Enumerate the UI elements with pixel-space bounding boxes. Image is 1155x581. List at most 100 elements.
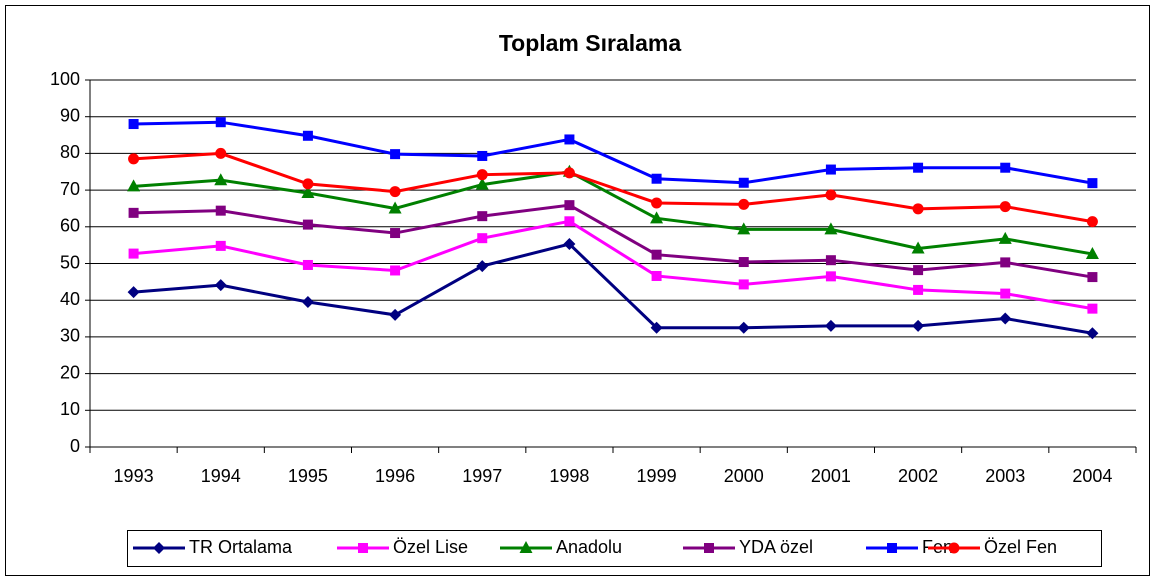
x-tick-label: 1993 xyxy=(114,466,154,486)
marker xyxy=(302,130,313,141)
marker xyxy=(999,312,1012,325)
marker xyxy=(912,319,925,332)
y-tick-label: 70 xyxy=(60,179,80,199)
marker xyxy=(999,201,1011,213)
marker xyxy=(477,211,488,222)
marker xyxy=(825,189,837,201)
series-line xyxy=(133,151,1093,224)
marker xyxy=(737,321,750,334)
marker xyxy=(704,543,714,553)
x-tick-label: 2000 xyxy=(724,466,764,486)
marker xyxy=(302,219,313,230)
marker xyxy=(998,231,1012,244)
marker xyxy=(476,169,488,181)
marker xyxy=(215,147,227,159)
legend-label: Özel Fen xyxy=(984,537,1057,557)
marker xyxy=(1087,272,1098,283)
marker xyxy=(1085,246,1099,259)
series-line xyxy=(133,219,1093,311)
marker xyxy=(476,260,489,273)
marker xyxy=(738,198,750,210)
marker xyxy=(1087,178,1098,189)
x-tick-label: 1994 xyxy=(201,466,241,486)
y-tick-label: 30 xyxy=(60,326,80,346)
marker xyxy=(737,222,751,235)
marker xyxy=(824,222,838,235)
marker xyxy=(825,164,836,175)
marker xyxy=(128,153,140,165)
marker xyxy=(477,150,488,161)
y-tick-label: 0 xyxy=(70,436,80,456)
marker xyxy=(388,201,402,214)
marker xyxy=(824,319,837,332)
x-tick-label: 2004 xyxy=(1072,466,1112,486)
series-line xyxy=(133,170,1093,256)
marker xyxy=(913,284,924,295)
marker xyxy=(215,240,226,251)
marker xyxy=(128,119,139,130)
marker xyxy=(650,211,664,224)
legend-label: YDA özel xyxy=(739,537,813,557)
marker xyxy=(651,270,662,281)
marker xyxy=(389,186,401,198)
legend-label: Anadolu xyxy=(556,537,622,557)
series-line xyxy=(133,203,1093,279)
y-tick-label: 50 xyxy=(60,252,80,272)
series-line xyxy=(133,120,1093,185)
marker xyxy=(651,249,662,260)
marker xyxy=(911,241,925,254)
marker xyxy=(651,197,663,209)
marker xyxy=(563,167,575,179)
x-tick-label: 1997 xyxy=(462,466,502,486)
marker xyxy=(389,308,402,321)
marker xyxy=(519,541,533,553)
y-tick-label: 90 xyxy=(60,105,80,125)
marker xyxy=(214,279,227,292)
marker xyxy=(390,228,401,239)
marker xyxy=(153,542,165,554)
x-tick-label: 2002 xyxy=(898,466,938,486)
marker xyxy=(128,207,139,218)
marker xyxy=(302,178,314,190)
marker xyxy=(650,321,663,334)
marker xyxy=(912,203,924,215)
x-tick-label: 1996 xyxy=(375,466,415,486)
chart-frame xyxy=(5,5,1150,576)
marker xyxy=(302,259,313,270)
y-tick-label: 40 xyxy=(60,289,80,309)
marker xyxy=(738,257,749,268)
marker xyxy=(738,177,749,188)
y-tick-label: 80 xyxy=(60,142,80,162)
marker xyxy=(127,286,140,299)
marker xyxy=(1086,327,1099,340)
marker xyxy=(215,205,226,216)
x-tick-label: 2003 xyxy=(985,466,1025,486)
y-tick-label: 60 xyxy=(60,216,80,236)
marker xyxy=(563,238,576,251)
marker xyxy=(1087,303,1098,314)
marker xyxy=(564,200,575,211)
marker xyxy=(738,279,749,290)
x-tick-label: 2001 xyxy=(811,466,851,486)
legend-label: TR Ortalama xyxy=(189,537,293,557)
marker xyxy=(651,173,662,184)
y-tick-label: 100 xyxy=(50,69,80,89)
series-line xyxy=(133,242,1093,335)
marker xyxy=(390,149,401,160)
x-tick-label: 1998 xyxy=(549,466,589,486)
marker xyxy=(948,542,960,554)
marker xyxy=(913,265,924,276)
marker xyxy=(301,296,314,309)
x-tick-label: 1995 xyxy=(288,466,328,486)
marker xyxy=(564,216,575,227)
marker xyxy=(825,255,836,266)
marker xyxy=(127,179,141,192)
marker xyxy=(564,134,575,145)
marker xyxy=(214,173,228,186)
marker xyxy=(358,543,368,553)
y-tick-label: 10 xyxy=(60,399,80,419)
marker xyxy=(1000,257,1011,268)
marker xyxy=(390,265,401,276)
marker xyxy=(215,117,226,128)
